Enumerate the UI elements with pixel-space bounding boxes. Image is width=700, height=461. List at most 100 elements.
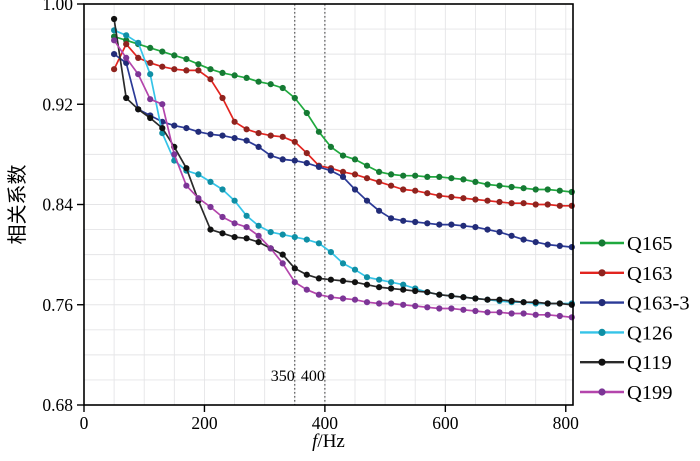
data-point-Q199 — [291, 279, 298, 286]
data-point-Q163 — [159, 63, 166, 70]
data-point-Q163 — [436, 192, 443, 199]
data-point-Q199 — [243, 224, 250, 231]
data-point-Q163-3 — [255, 143, 262, 150]
data-point-Q165 — [267, 81, 274, 88]
data-point-Q163-3 — [556, 242, 563, 249]
data-point-Q163 — [556, 202, 563, 209]
data-point-Q199 — [436, 305, 443, 312]
data-point-Q165 — [508, 183, 515, 191]
data-point-Q199 — [376, 300, 383, 307]
data-point-Q119 — [436, 291, 443, 298]
legend-label-Q119: Q119 — [627, 352, 672, 374]
data-point-Q163-3 — [472, 224, 479, 231]
legend-label-Q199: Q199 — [627, 382, 673, 404]
data-point-Q199 — [556, 312, 563, 320]
data-point-Q126 — [123, 32, 130, 39]
data-point-Q163-3 — [351, 186, 359, 193]
data-point-Q165 — [388, 171, 395, 178]
data-point-Q199 — [303, 286, 310, 293]
data-point-Q199 — [484, 309, 491, 316]
data-point-Q163 — [448, 193, 455, 201]
data-point-Q199 — [207, 203, 214, 211]
data-point-Q119 — [412, 287, 419, 295]
x-axis-title: f/Hz — [312, 431, 345, 452]
y-tick-label: 0.76 — [42, 295, 73, 315]
legend-label-Q165: Q165 — [627, 233, 673, 255]
data-point-Q165 — [484, 181, 491, 188]
data-point-Q163 — [147, 59, 154, 66]
data-point-Q165 — [424, 173, 431, 180]
data-point-Q119 — [255, 239, 262, 246]
data-point-Q163-3 — [219, 132, 226, 139]
data-point-Q119 — [231, 234, 238, 241]
data-point-Q163-3 — [303, 160, 310, 167]
legend-item-Q119: Q119 — [580, 352, 672, 374]
data-point-Q163-3 — [327, 167, 334, 174]
data-point-Q165 — [363, 162, 371, 169]
data-point-Q119 — [123, 94, 130, 102]
data-point-Q163 — [484, 197, 491, 204]
data-point-Q119 — [159, 125, 166, 132]
data-point-Q165 — [400, 172, 407, 179]
data-point-Q119 — [327, 276, 334, 283]
data-point-Q165 — [171, 52, 178, 59]
data-point-Q163-3 — [568, 244, 575, 251]
data-point-Q163-3 — [171, 122, 178, 129]
data-point-Q165 — [243, 74, 250, 81]
data-point-Q199 — [123, 54, 130, 62]
data-point-Q163 — [135, 54, 142, 62]
legend-marker-Q163-3 — [598, 299, 606, 307]
data-point-Q119 — [448, 292, 455, 300]
data-point-Q199 — [363, 299, 371, 306]
data-point-Q199 — [388, 300, 395, 307]
data-point-Q163 — [400, 186, 407, 193]
data-point-Q165 — [351, 156, 359, 163]
data-point-Q126 — [231, 197, 238, 204]
data-point-Q163-3 — [183, 125, 190, 132]
data-point-Q199 — [424, 304, 431, 311]
y-axis-title: 相关系数 — [6, 165, 29, 245]
data-point-Q163-3 — [412, 218, 419, 226]
y-tick-label: 0.68 — [42, 395, 73, 415]
data-point-Q163 — [195, 67, 202, 74]
data-point-Q163-3 — [376, 207, 383, 214]
data-point-Q163-3 — [532, 239, 539, 246]
data-point-Q163-3 — [267, 152, 274, 159]
legend-marker-Q126 — [598, 328, 606, 336]
data-point-Q163 — [255, 130, 262, 137]
data-point-Q119 — [135, 106, 142, 113]
data-point-Q163 — [291, 138, 298, 145]
data-point-Q199 — [255, 232, 262, 239]
data-point-Q163-3 — [231, 135, 238, 142]
data-point-Q119 — [279, 251, 286, 258]
data-point-Q163-3 — [315, 163, 322, 170]
data-point-Q126 — [279, 231, 286, 238]
data-point-Q165 — [568, 188, 575, 196]
data-point-Q163 — [532, 201, 539, 208]
data-point-Q163-3 — [195, 128, 202, 135]
data-point-Q163 — [243, 126, 250, 133]
data-point-Q126 — [376, 276, 383, 283]
data-point-Q119 — [339, 277, 347, 284]
reference-label-350: 350 — [271, 368, 295, 385]
data-point-Q119 — [111, 15, 118, 23]
data-point-Q163 — [544, 201, 551, 208]
data-point-Q165 — [183, 56, 190, 63]
data-point-Q163-3 — [484, 226, 491, 233]
data-point-Q119 — [532, 299, 539, 306]
y-tick-label: 0.92 — [42, 94, 73, 114]
data-point-Q199 — [147, 96, 154, 103]
data-point-Q163-3 — [388, 215, 395, 222]
data-point-Q165 — [460, 176, 467, 183]
data-point-Q126 — [327, 249, 334, 256]
data-point-Q199 — [195, 195, 202, 202]
data-point-Q165 — [376, 168, 383, 175]
legend-marker-Q165 — [598, 239, 606, 247]
data-point-Q126 — [315, 240, 322, 247]
data-point-Q163 — [339, 168, 347, 175]
data-point-Q119 — [147, 114, 154, 122]
data-point-Q163-3 — [520, 236, 527, 243]
data-point-Q119 — [291, 265, 298, 272]
data-point-Q165 — [412, 172, 419, 179]
